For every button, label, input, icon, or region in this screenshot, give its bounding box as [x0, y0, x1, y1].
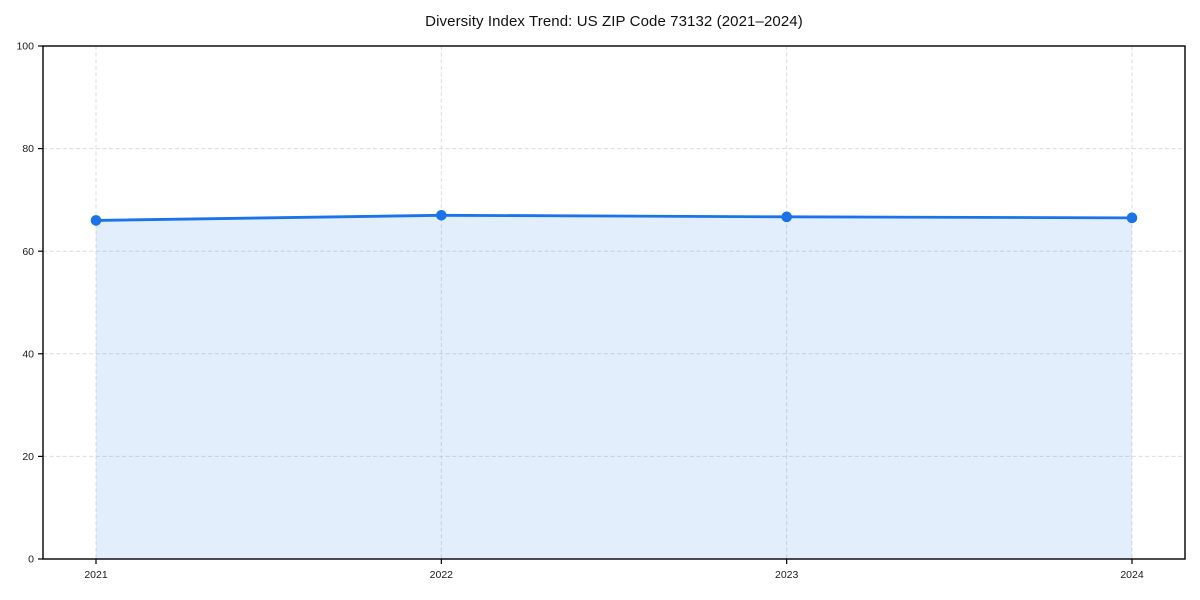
y-tick-label: 80 — [22, 143, 34, 155]
data-point-marker — [436, 209, 447, 221]
data-point-marker — [90, 215, 102, 226]
area-fill — [96, 215, 1132, 560]
x-tick-label: 2023 — [775, 569, 799, 581]
trend-line — [94, 213, 1134, 222]
y-tick-label: 0 — [28, 554, 34, 566]
y-tick-label: 60 — [22, 246, 34, 258]
plot-border — [42, 45, 1186, 560]
chart-title: Diversity Index Trend: US ZIP Code 73132… — [425, 13, 803, 30]
y-tick-label: 20 — [22, 451, 34, 463]
x-tick-label: 2021 — [84, 569, 108, 581]
data-point-marker — [1126, 212, 1138, 224]
data-point-marker — [781, 211, 792, 223]
x-tick-label: 2024 — [1120, 569, 1144, 581]
x-tick-label: 2022 — [430, 569, 454, 581]
y-tick-label: 100 — [16, 41, 34, 53]
y-tick-label: 40 — [22, 348, 34, 360]
